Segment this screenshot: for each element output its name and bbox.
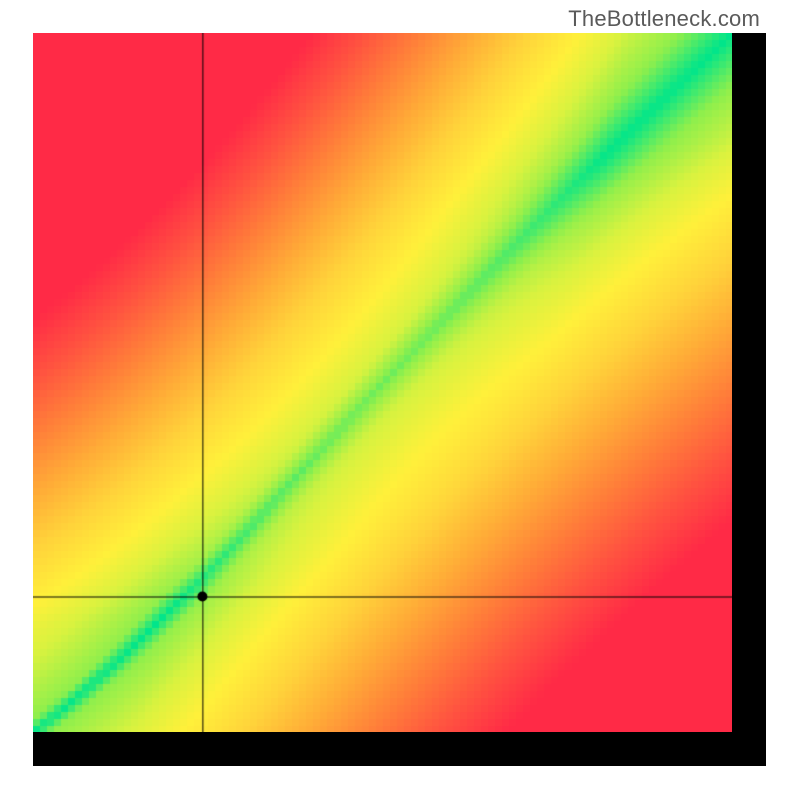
attribution-label: TheBottleneck.com: [568, 6, 760, 32]
chart-root: TheBottleneck.com: [0, 0, 800, 800]
bottleneck-heatmap: [33, 33, 733, 733]
